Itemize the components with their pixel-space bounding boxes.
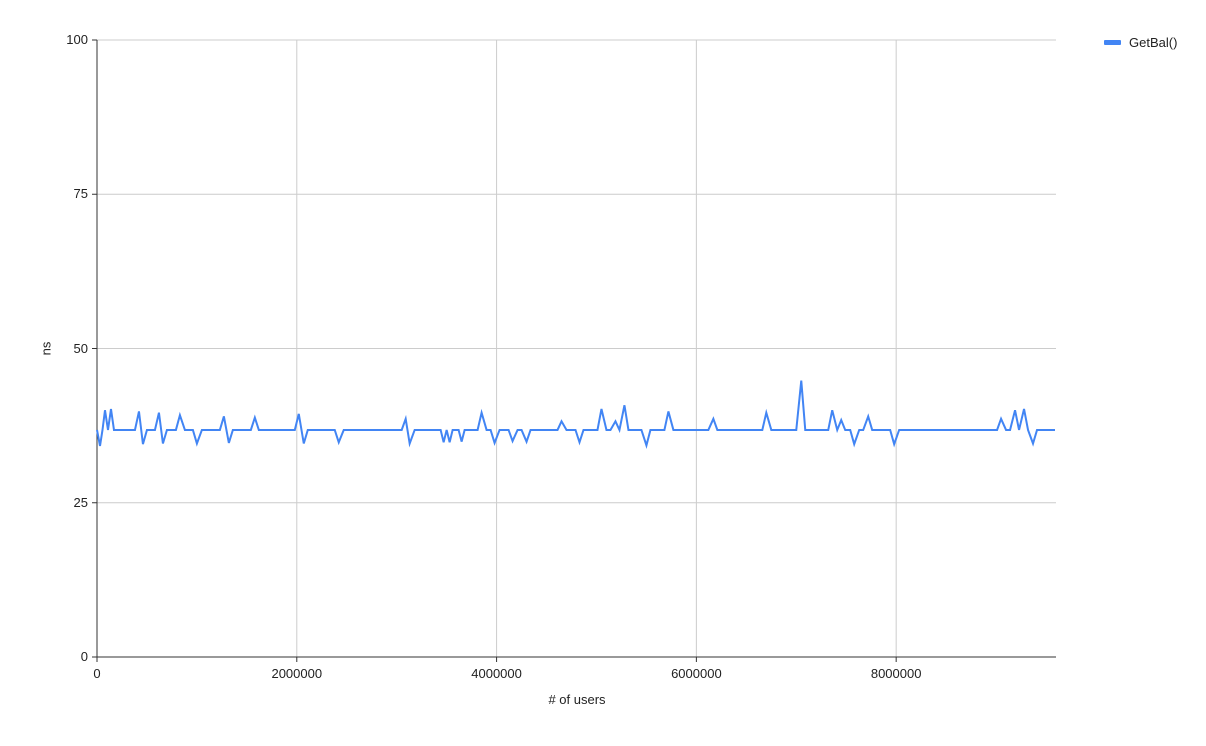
- x-tick-label: 4000000: [471, 666, 522, 681]
- x-axis-title: # of users: [548, 692, 606, 707]
- axis-tickmarks: [92, 39, 897, 662]
- legend-label: GetBal(): [1129, 35, 1178, 50]
- x-tick-label: 8000000: [870, 666, 922, 681]
- legend-entry[interactable]: GetBal(): [1104, 35, 1177, 50]
- vertical-gridlines: [296, 40, 897, 657]
- x-tick-label: 6000000: [671, 666, 722, 681]
- y-tick-label: 0: [80, 649, 88, 664]
- x-tick-label: 0: [93, 666, 101, 681]
- y-tick-label: 100: [66, 32, 88, 47]
- y-axis-title: ns: [38, 341, 54, 356]
- y-tick-label: 50: [73, 340, 88, 356]
- y-tick-label: 25: [73, 494, 88, 510]
- y-tick-label: 75: [73, 186, 88, 202]
- legend-color-swatch: [1104, 40, 1121, 45]
- x-tick-label: 2000000: [271, 666, 323, 681]
- series-line-getbal: [96, 380, 1055, 449]
